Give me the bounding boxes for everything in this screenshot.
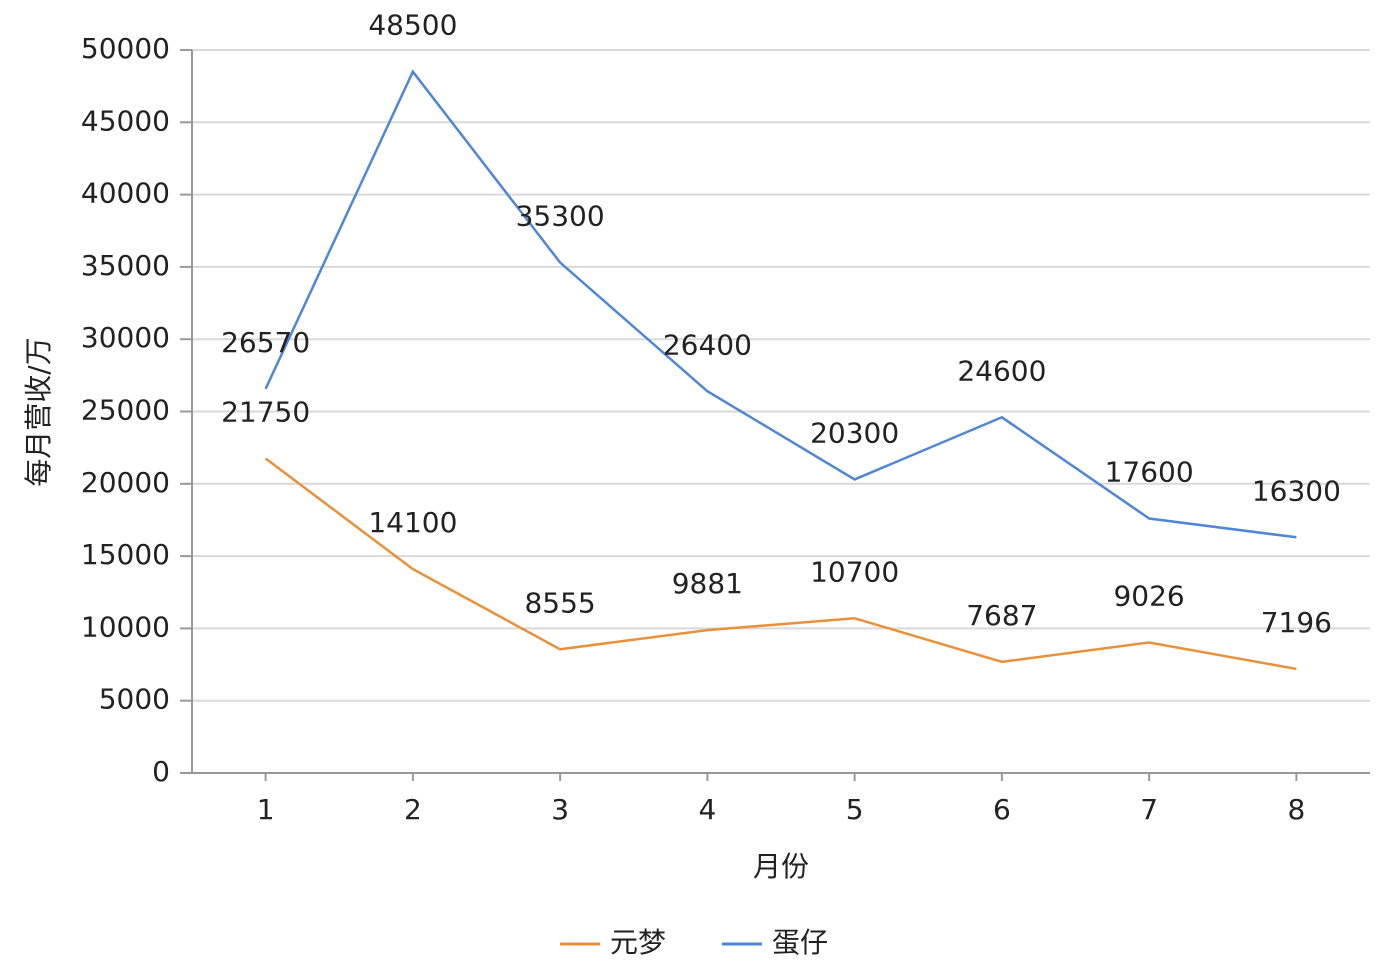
x-tick-label: 8 bbox=[1287, 793, 1305, 826]
y-tick-label: 45000 bbox=[81, 104, 170, 137]
x-tick-label: 6 bbox=[993, 793, 1011, 826]
y-tick-label: 35000 bbox=[81, 249, 170, 282]
data-label: 9881 bbox=[672, 567, 743, 600]
x-tick-label: 7 bbox=[1140, 793, 1158, 826]
y-tick-label: 30000 bbox=[81, 321, 170, 354]
data-label: 35300 bbox=[516, 200, 605, 233]
x-tick-label: 4 bbox=[698, 793, 716, 826]
data-label: 7687 bbox=[966, 599, 1037, 632]
data-label: 16300 bbox=[1252, 474, 1341, 507]
y-tick-label: 20000 bbox=[81, 466, 170, 499]
x-axis-label: 月份 bbox=[753, 850, 809, 883]
data-label: 20300 bbox=[810, 416, 899, 449]
data-label: 48500 bbox=[368, 9, 457, 42]
x-tick-label: 1 bbox=[257, 793, 275, 826]
y-tick-label: 50000 bbox=[81, 32, 170, 65]
y-tick-label: 5000 bbox=[99, 683, 170, 716]
data-label: 10700 bbox=[810, 555, 899, 588]
data-label: 26570 bbox=[221, 326, 310, 359]
legend-label: 元梦 bbox=[610, 926, 666, 959]
series-line bbox=[264, 457, 1297, 671]
data-label: 21750 bbox=[221, 395, 310, 428]
x-tick-label: 5 bbox=[846, 793, 864, 826]
y-axis-label: 每月营收/万 bbox=[22, 337, 55, 486]
data-label: 24600 bbox=[957, 354, 1046, 387]
y-tick-label: 25000 bbox=[81, 394, 170, 427]
data-label: 26400 bbox=[663, 328, 752, 361]
series-line bbox=[264, 69, 1297, 539]
y-tick-label: 10000 bbox=[81, 610, 170, 643]
legend-label: 蛋仔 bbox=[772, 926, 828, 959]
y-tick-label: 0 bbox=[152, 755, 170, 788]
data-label: 14100 bbox=[368, 506, 457, 539]
data-label: 17600 bbox=[1105, 456, 1194, 489]
x-tick-label: 2 bbox=[404, 793, 422, 826]
x-tick-label: 3 bbox=[551, 793, 569, 826]
y-tick-label: 15000 bbox=[81, 538, 170, 571]
y-tick-label: 40000 bbox=[81, 177, 170, 210]
data-label: 9026 bbox=[1113, 579, 1184, 612]
data-label: 7196 bbox=[1261, 606, 1332, 639]
data-label: 8555 bbox=[524, 586, 595, 619]
